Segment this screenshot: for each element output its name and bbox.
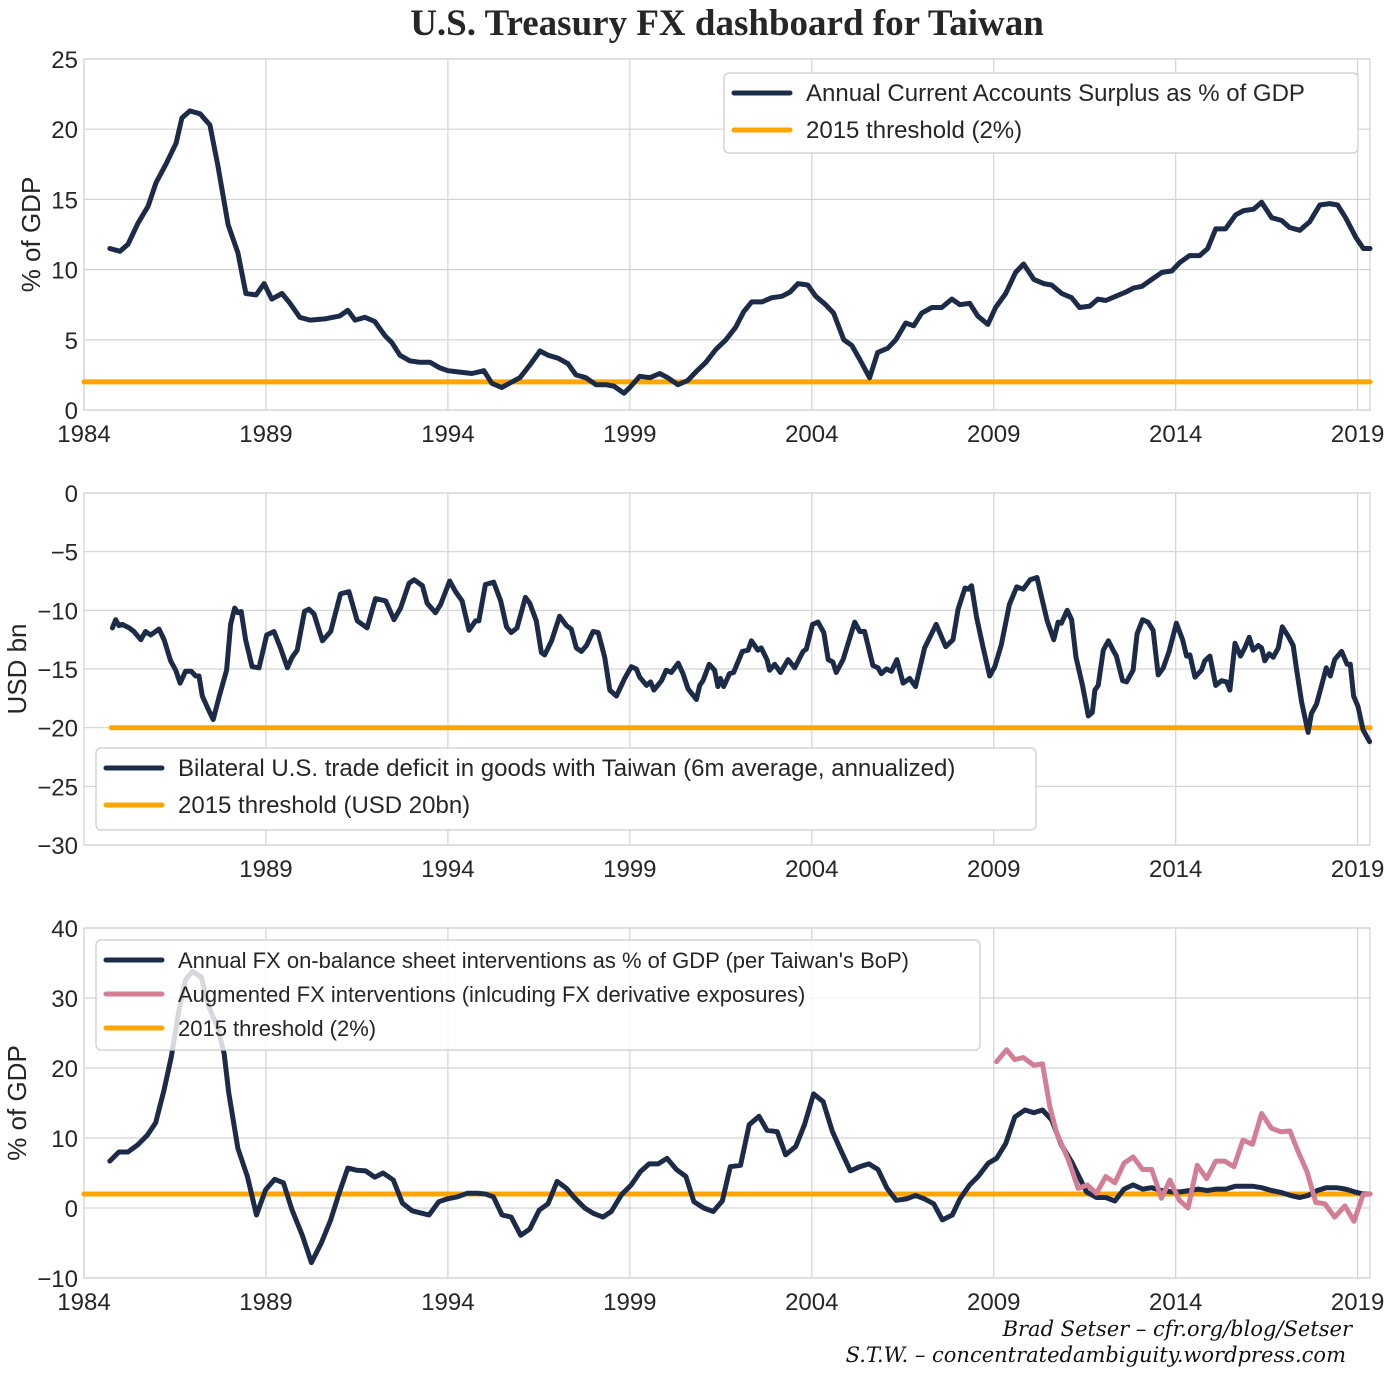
y-tick-label: −25 [37, 774, 78, 801]
legend-label: Annual FX on-balance sheet interventions… [178, 948, 909, 973]
x-tick-label: 1999 [603, 421, 656, 448]
legend-label: Augmented FX interventions (inlcuding FX… [178, 982, 805, 1007]
y-tick-label: 0 [65, 481, 78, 508]
panel-3: −10 0 10 20 30 40 1984 1989 1994 1999 2004 2009 2014… [2, 916, 1384, 1316]
legend-label: 2015 threshold (2%) [178, 1016, 376, 1041]
x-tick-label: 1989 [239, 421, 292, 448]
x-tick-label: 1999 [603, 1289, 656, 1316]
y-tick-label: 30 [51, 986, 78, 1013]
y-tick-label: −10 [37, 598, 78, 625]
x-tick-label: 2004 [785, 1289, 838, 1316]
x-tick-label: 2019 [1331, 1289, 1384, 1316]
y-tick-label: −10 [37, 1266, 78, 1293]
y-tick-label: 15 [51, 187, 78, 214]
y-axis-label: % of GDP [2, 1045, 32, 1161]
legend: Bilateral U.S. trade deficit in goods wi… [95, 747, 1037, 831]
x-tick-label: 1994 [421, 1289, 474, 1316]
x-tick-label: 2004 [785, 421, 838, 448]
y-axis-label: USD bn [2, 623, 32, 714]
y-tick-label: −5 [51, 540, 78, 567]
panel-2: −30 −25 −20 −15 −10 −5 0 1989 1994 1999 2004 2009 20… [2, 481, 1384, 883]
y-tick-label: −20 [37, 716, 78, 743]
footer-credit-setser: Brad Setser – cfr.org/blog/Setser [1002, 1317, 1354, 1341]
legend-label: Annual Current Accounts Surplus as % of … [806, 80, 1305, 107]
legend: Annual FX on-balance sheet interventions… [95, 939, 981, 1051]
x-tick-label: 2014 [1149, 421, 1202, 448]
x-tick-label: 2009 [967, 1289, 1020, 1316]
y-axis-label: % of GDP [16, 177, 46, 293]
x-tick-label: 1989 [239, 856, 292, 883]
x-tick-label: 2009 [967, 856, 1020, 883]
x-tick-label: 2004 [785, 856, 838, 883]
y-tick-label: −15 [37, 657, 78, 684]
series-line [107, 108, 1373, 396]
y-tick-label: 10 [51, 258, 78, 285]
x-tick-label: 2014 [1149, 1289, 1202, 1316]
x-tick-label: 2014 [1149, 856, 1202, 883]
footer-credit-stw: S.T.W. – concentratedambiguity.wordpress… [846, 1343, 1346, 1367]
y-tick-label: 5 [65, 328, 78, 355]
legend-label: 2015 threshold (2%) [806, 117, 1022, 144]
x-tick-label: 2019 [1331, 856, 1384, 883]
y-tick-label: 20 [51, 1056, 78, 1083]
legend: Annual Current Accounts Surplus as % of … [723, 72, 1359, 154]
legend-box [95, 747, 1037, 831]
y-tick-label: 0 [65, 398, 78, 425]
y-tick-label: 40 [51, 916, 78, 943]
legend-box [723, 72, 1359, 154]
panel-1: 0 5 10 15 20 25 1984 1989 1994 1999 2004 2009 2014 20… [16, 47, 1384, 448]
y-tick-label: 0 [65, 1196, 78, 1223]
chart-title: U.S. Treasury FX dashboard for Taiwan [410, 3, 1044, 44]
y-tick-label: 10 [51, 1126, 78, 1153]
x-tick-label: 1999 [603, 856, 656, 883]
x-tick-label: 2009 [967, 421, 1020, 448]
x-tick-label: 1984 [57, 1289, 110, 1316]
series-line [994, 1047, 1373, 1224]
x-tick-label: 2019 [1331, 421, 1384, 448]
x-tick-label: 1984 [57, 421, 110, 448]
y-tick-label: 25 [51, 47, 78, 74]
legend-box [95, 939, 981, 1051]
x-tick-label: 1994 [421, 421, 474, 448]
y-tick-label: 20 [51, 117, 78, 144]
legend-label: 2015 threshold (USD 20bn) [178, 792, 470, 819]
legend-label: Bilateral U.S. trade deficit in goods wi… [178, 755, 955, 782]
x-tick-label: 1994 [421, 856, 474, 883]
y-tick-label: −30 [37, 833, 78, 860]
series-line [109, 575, 1373, 745]
x-tick-label: 1989 [239, 1289, 292, 1316]
